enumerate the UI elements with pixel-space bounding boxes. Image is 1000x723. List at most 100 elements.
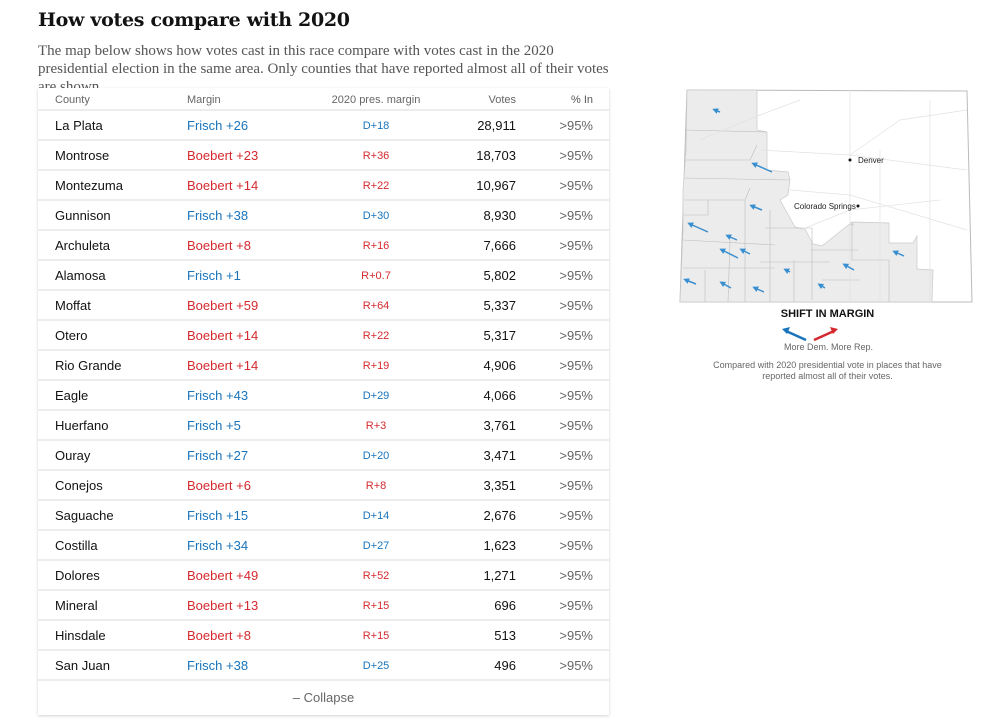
- margin: Boebert +8: [187, 238, 251, 253]
- dem-arrowhead: [782, 327, 790, 334]
- county-name: Huerfano: [55, 418, 109, 433]
- county-name: Alamosa: [55, 268, 106, 283]
- votes: 3,351: [483, 478, 516, 493]
- county-name: Eagle: [55, 388, 89, 403]
- votes: 5,337: [483, 298, 516, 313]
- table-row: Hinsdale Boebert +8 R+15 513 >95%: [38, 621, 609, 651]
- margin: Boebert +23: [187, 148, 259, 163]
- header-county: County: [55, 94, 90, 106]
- margin: Boebert +14: [187, 328, 259, 343]
- header-margin: Margin: [187, 94, 221, 106]
- county-name: Rio Grande: [55, 358, 122, 373]
- city-denver: Denver: [858, 156, 884, 165]
- county-name: Otero: [55, 328, 88, 343]
- legend-title: SHIFT IN MARGIN: [780, 308, 875, 320]
- pct-in: >95%: [559, 298, 593, 313]
- votes: 18,703: [476, 148, 516, 163]
- votes: 10,967: [476, 178, 516, 193]
- pct-in: >95%: [559, 268, 593, 283]
- table-row: Montrose Boebert +23 R+36 18,703 >95%: [38, 141, 609, 171]
- shift-arrows: [683, 108, 905, 293]
- pct-in: >95%: [559, 388, 593, 403]
- county-name: Hinsdale: [55, 628, 106, 643]
- pct-in: >95%: [559, 238, 593, 253]
- votes: 3,761: [483, 418, 516, 433]
- legend-arrows: [782, 327, 838, 342]
- county-name: Conejos: [55, 478, 103, 493]
- margin: Frisch +38: [187, 208, 249, 223]
- votes: 3,471: [483, 448, 516, 463]
- votes: 696: [494, 598, 516, 613]
- votes: 1,271: [483, 568, 516, 583]
- shift-map: Denver Colorado Springs: [679, 89, 973, 303]
- margin: Frisch +38: [187, 658, 249, 673]
- county-name: Costilla: [55, 538, 98, 553]
- votes: 7,666: [483, 238, 516, 253]
- pct-in: >95%: [559, 478, 593, 493]
- margin: Boebert +6: [187, 478, 251, 493]
- table-row: La Plata Frisch +26 D+18 28,911 >95%: [38, 111, 609, 141]
- rep-arrowhead: [830, 327, 838, 334]
- pct-in: >95%: [559, 568, 593, 583]
- table-row: Moffat Boebert +59 R+64 5,337 >95%: [38, 291, 609, 321]
- table-row: Archuleta Boebert +8 R+16 7,666 >95%: [38, 231, 609, 261]
- county-name: La Plata: [55, 118, 103, 133]
- roads: [699, 90, 968, 302]
- pct-in: >95%: [559, 118, 593, 133]
- county-name: Dolores: [55, 568, 100, 583]
- votes: 1,623: [483, 538, 516, 553]
- dem-arrow-icon: [785, 329, 807, 342]
- table-row: Dolores Boebert +49 R+52 1,271 >95%: [38, 561, 609, 591]
- table-row: Eagle Frisch +43 D+29 4,066 >95%: [38, 381, 609, 411]
- table-row: Costilla Frisch +34 D+27 1,623 >95%: [38, 531, 609, 561]
- votes: 2,676: [483, 508, 516, 523]
- pct-in: >95%: [559, 508, 593, 523]
- votes: 5,317: [483, 328, 516, 343]
- table-row: Ouray Frisch +27 D+20 3,471 >95%: [38, 441, 609, 471]
- county-name: San Juan: [55, 658, 110, 673]
- county-name: Montrose: [55, 148, 110, 163]
- pct-in: >95%: [559, 418, 593, 433]
- pct-in: >95%: [559, 538, 593, 553]
- pct-in: >95%: [559, 358, 593, 373]
- table-row: Alamosa Frisch +1 R+0.7 5,802 >95%: [38, 261, 609, 291]
- pct-in: >95%: [559, 628, 593, 643]
- margin: Boebert +49: [187, 568, 259, 583]
- votes: 8,930: [483, 208, 516, 223]
- margin: Frisch +27: [187, 448, 249, 463]
- header-pct-in: % In: [570, 94, 593, 106]
- table-row: Gunnison Frisch +38 D+30 8,930 >95%: [38, 201, 609, 231]
- votes: 513: [494, 628, 516, 643]
- legend-rep-label: More Rep.: [831, 342, 874, 352]
- margin: Frisch +26: [187, 118, 249, 133]
- county-name: Ouray: [55, 448, 91, 463]
- collapse-button[interactable]: – Collapse: [292, 690, 355, 705]
- legend-dem-label: More Dem.: [784, 342, 829, 352]
- county-name: Archuleta: [55, 238, 110, 253]
- city-colorado-springs: Colorado Springs: [794, 202, 856, 211]
- county-name: Mineral: [55, 598, 98, 613]
- table-row: Conejos Boebert +6 R+8 3,351 >95%: [38, 471, 609, 501]
- pct-in: >95%: [559, 328, 593, 343]
- votes: 28,911: [477, 118, 516, 133]
- table-row: Huerfano Frisch +5 R+3 3,761 >95%: [38, 411, 609, 441]
- margin: Boebert +13: [187, 598, 259, 613]
- pct-in: >95%: [559, 208, 593, 223]
- margin: Frisch +43: [187, 388, 249, 403]
- county-name: Moffat: [55, 298, 91, 313]
- votes: 496: [494, 658, 516, 673]
- margin: Frisch +15: [187, 508, 249, 523]
- table-row: Saguache Frisch +15 D+14 2,676 >95%: [38, 501, 609, 531]
- results-table: County Margin 2020 pres. margin Votes % …: [38, 88, 609, 715]
- margin: Frisch +5: [187, 418, 241, 433]
- county-name: Saguache: [55, 508, 114, 523]
- table-header: County Margin 2020 pres. margin Votes % …: [38, 88, 609, 111]
- table-row: Otero Boebert +14 R+22 5,317 >95%: [38, 321, 609, 351]
- votes: 4,066: [483, 388, 516, 403]
- votes: 4,906: [483, 358, 516, 373]
- margin: Frisch +1: [187, 268, 241, 283]
- pct-in: >95%: [559, 148, 593, 163]
- table-row: Montezuma Boebert +14 R+22 10,967 >95%: [38, 171, 609, 201]
- table-row: Rio Grande Boebert +14 R+19 4,906 >95%: [38, 351, 609, 381]
- county-name: Gunnison: [55, 208, 111, 223]
